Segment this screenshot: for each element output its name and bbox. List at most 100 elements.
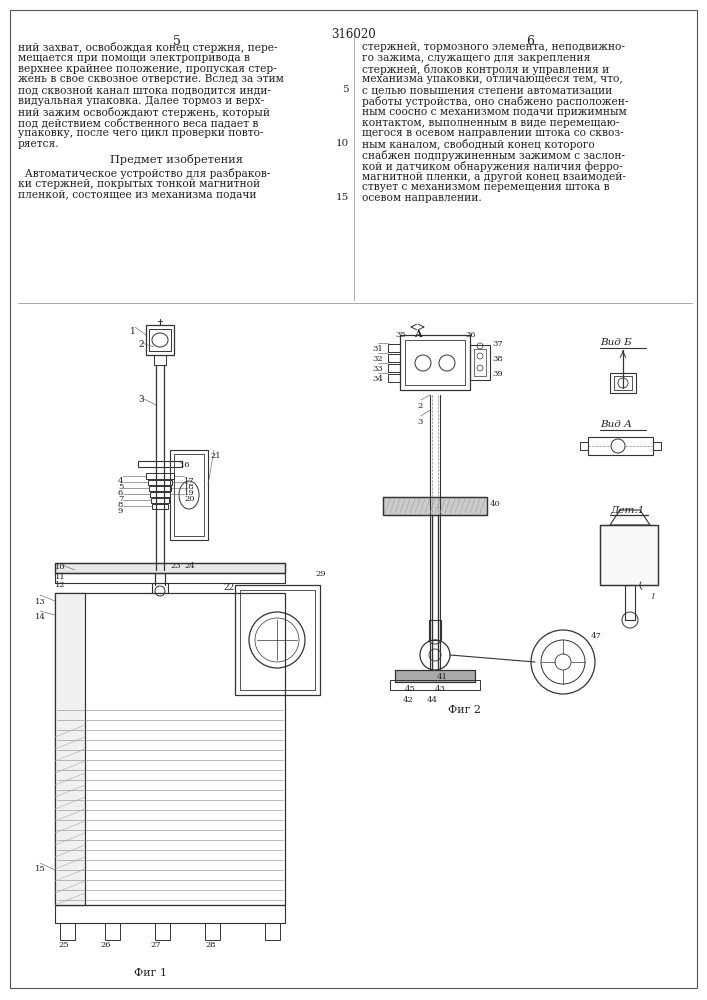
Text: 7: 7 <box>118 495 124 503</box>
Text: 40: 40 <box>490 500 501 508</box>
Bar <box>388 374 400 382</box>
Text: 35: 35 <box>395 331 406 339</box>
Bar <box>170 450 208 540</box>
Text: 316020: 316020 <box>331 28 375 41</box>
Bar <box>205 923 220 940</box>
Text: Вид Б: Вид Б <box>600 338 632 347</box>
Text: 36: 36 <box>465 331 476 339</box>
Text: 16: 16 <box>180 461 191 469</box>
Bar <box>390 680 480 690</box>
Bar <box>148 480 172 485</box>
Bar <box>55 563 285 573</box>
Text: 1: 1 <box>130 327 136 336</box>
Text: 28: 28 <box>205 941 216 949</box>
Text: 3: 3 <box>138 395 144 404</box>
Text: 2: 2 <box>138 340 144 349</box>
Text: 18: 18 <box>184 483 194 491</box>
Bar <box>149 329 171 351</box>
Text: 34: 34 <box>372 375 383 383</box>
Bar <box>55 593 85 905</box>
Bar <box>388 364 400 372</box>
Bar <box>146 473 174 479</box>
Bar <box>55 905 285 923</box>
Bar <box>150 492 170 497</box>
Bar <box>55 593 85 905</box>
Bar <box>610 373 636 393</box>
Text: ным соосно с механизмом подачи прижимным: ным соосно с механизмом подачи прижимным <box>362 107 626 117</box>
Bar <box>429 620 441 640</box>
Text: 45: 45 <box>405 685 416 693</box>
Text: 9: 9 <box>118 507 124 515</box>
Text: 5: 5 <box>118 483 124 491</box>
Bar <box>152 583 168 593</box>
Text: магнитной пленки, а другой конец взаимодей-: магнитной пленки, а другой конец взаимод… <box>362 172 626 182</box>
Text: контактом, выполненным в виде перемещаю-: контактом, выполненным в виде перемещаю- <box>362 118 619 128</box>
Text: 13: 13 <box>35 598 46 606</box>
Text: пленкой, состоящее из механизма подачи: пленкой, состоящее из механизма подачи <box>18 190 257 200</box>
Text: 10: 10 <box>55 563 66 571</box>
Text: ки стержней, покрытых тонкой магнитной: ки стержней, покрытых тонкой магнитной <box>18 179 260 189</box>
Text: Фиг 2: Фиг 2 <box>448 705 481 715</box>
Bar <box>105 923 120 940</box>
Text: Вид А: Вид А <box>600 420 632 429</box>
Text: ствует с механизмом перемещения штока в: ствует с механизмом перемещения штока в <box>362 182 609 192</box>
Bar <box>55 563 285 573</box>
Text: ний зажим освобождают стержень, который: ний зажим освобождают стержень, который <box>18 107 270 118</box>
Bar <box>55 593 285 905</box>
Bar <box>60 923 75 940</box>
Text: 8: 8 <box>118 501 124 509</box>
Text: кой и датчиком обнаружения наличия ферро-: кой и датчиком обнаружения наличия ферро… <box>362 161 623 172</box>
Text: 15: 15 <box>35 865 46 873</box>
Text: видуальная упаковка. Далее тормоз и верх-: видуальная упаковка. Далее тормоз и верх… <box>18 96 264 106</box>
Bar <box>625 585 635 620</box>
Text: 14: 14 <box>35 613 46 621</box>
Text: работы устройства, оно снабжено расположен-: работы устройства, оно снабжено располож… <box>362 96 629 107</box>
Text: 31: 31 <box>372 345 382 353</box>
Bar <box>600 525 658 585</box>
Text: 44: 44 <box>427 696 438 704</box>
Text: 25: 25 <box>58 941 69 949</box>
Text: 47: 47 <box>591 632 602 640</box>
Text: стержней, блоков контроля и управления и: стержней, блоков контроля и управления и <box>362 64 609 75</box>
Text: ным каналом, свободный конец которого: ным каналом, свободный конец которого <box>362 139 595 150</box>
Text: 5: 5 <box>173 35 181 48</box>
Bar <box>614 376 632 390</box>
Bar <box>154 355 166 365</box>
Text: 33: 33 <box>372 365 382 373</box>
Bar <box>149 486 171 491</box>
Text: 6: 6 <box>526 35 534 48</box>
Text: жень в свое сквозное отверстие. Вслед за этим: жень в свое сквозное отверстие. Вслед за… <box>18 74 284 84</box>
Bar <box>395 670 475 682</box>
Bar <box>383 497 487 515</box>
Text: упаковку, после чего цикл проверки повто-: упаковку, после чего цикл проверки повто… <box>18 128 264 138</box>
Bar <box>240 590 315 690</box>
Text: 21: 21 <box>210 452 221 460</box>
Text: Автоматическое устройство для разбраков-: Автоматическое устройство для разбраков- <box>18 168 271 179</box>
Text: под сквозной канал штока подводится инди-: под сквозной канал штока подводится инди… <box>18 85 271 95</box>
Text: 5: 5 <box>342 85 349 94</box>
Text: 37: 37 <box>492 340 503 348</box>
Text: 2: 2 <box>417 402 422 410</box>
Text: 32: 32 <box>372 355 382 363</box>
Bar <box>265 923 280 940</box>
Text: с целью повышения степени автоматизации: с целью повышения степени автоматизации <box>362 85 612 95</box>
Text: 22: 22 <box>223 583 234 592</box>
Text: осевом направлении.: осевом направлении. <box>362 193 481 203</box>
Bar <box>174 454 204 536</box>
Text: 17: 17 <box>184 477 194 485</box>
Text: 38: 38 <box>492 355 503 363</box>
Bar <box>405 340 465 385</box>
Bar <box>155 923 170 940</box>
Text: верхнее крайнее положение, пропуская стер-: верхнее крайнее положение, пропуская сте… <box>18 64 276 74</box>
Text: 39: 39 <box>492 370 503 378</box>
Bar <box>152 504 168 509</box>
Bar <box>388 344 400 352</box>
Bar <box>470 345 490 380</box>
Bar <box>235 585 320 695</box>
Text: механизма упаковки, отличающееся тем, что,: механизма упаковки, отличающееся тем, чт… <box>362 74 623 84</box>
Bar <box>395 670 475 682</box>
Text: мещается при помощи электропривода в: мещается при помощи электропривода в <box>18 53 250 63</box>
Text: 24: 24 <box>184 562 194 570</box>
Bar <box>588 437 653 455</box>
Bar <box>474 349 486 376</box>
